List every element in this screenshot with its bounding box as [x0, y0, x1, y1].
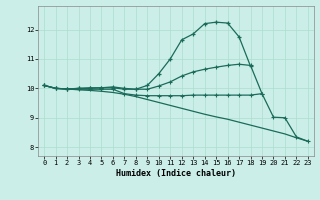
X-axis label: Humidex (Indice chaleur): Humidex (Indice chaleur) [116, 169, 236, 178]
